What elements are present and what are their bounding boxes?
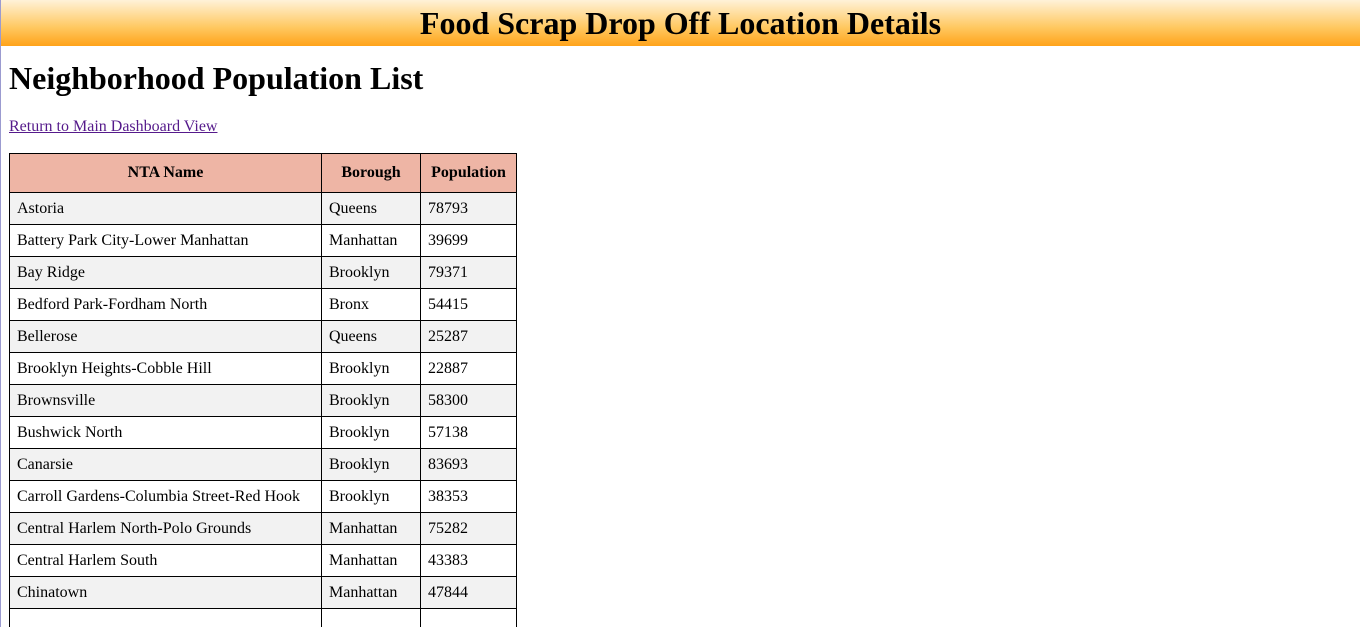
column-header-population[interactable]: Population [420,153,517,193]
table-body: Astoria Queens 78793 Battery Park City-Lowe… [9,192,517,627]
population-cell: 54415 [420,288,517,321]
borough-cell: Manhattan [321,576,421,609]
borough-cell: Manhattan [321,224,421,257]
table-row: Brownsville Brooklyn 58300 [9,384,517,417]
borough-cell: Queens [321,320,421,353]
nta-name-cell: Central Harlem North-Polo Grounds [9,512,322,545]
borough-cell: Manhattan [321,512,421,545]
table-row: Bay Ridge Brooklyn 79371 [9,256,517,289]
nta-name-cell: Carroll Gardens-Columbia Street-Red Hook [9,480,322,513]
nta-name-cell: Bellerose [9,320,322,353]
header-banner: Food Scrap Drop Off Location Details [1,0,1360,46]
population-cell: 79371 [420,256,517,289]
table-row: Astoria Queens 78793 [9,192,517,225]
population-cell: 83693 [420,448,517,481]
nta-name-cell: Brooklyn Heights-Cobble Hill [9,352,322,385]
return-dashboard-link[interactable]: Return to Main Dashboard View [9,118,218,135]
population-table: NTA Name Borough Population Astoria Queen… [9,153,517,627]
table-row: Bedford Park-Fordham North Bronx 54415 [9,288,517,321]
nta-name-cell: Canarsie [9,448,322,481]
table-header-row: NTA Name Borough Population [9,153,517,193]
population-cell: 39699 [420,224,517,257]
population-cell: 57138 [420,416,517,449]
nta-name-cell: Bushwick North [9,416,322,449]
population-cell: 75282 [420,512,517,545]
table-row: Bushwick North Brooklyn 57138 [9,416,517,449]
table-row [9,608,517,627]
table-row: Central Harlem North-Polo Grounds Manhatt… [9,512,517,545]
borough-cell: Manhattan [321,544,421,577]
nta-name-cell: Astoria [9,192,322,225]
borough-cell: Brooklyn [321,416,421,449]
nta-name-cell: Central Harlem South [9,544,322,577]
table-row: Chinatown Manhattan 47844 [9,576,517,609]
nta-name-cell: Battery Park City-Lower Manhattan [9,224,322,257]
population-cell: 25287 [420,320,517,353]
table-row: Carroll Gardens-Columbia Street-Red Hook… [9,480,517,513]
table-row: Central Harlem South Manhattan 43383 [9,544,517,577]
column-header-nta-name[interactable]: NTA Name [9,153,322,193]
borough-cell: Brooklyn [321,384,421,417]
population-cell: 58300 [420,384,517,417]
banner-title: Food Scrap Drop Off Location Details [419,5,942,41]
nta-name-cell [9,608,322,627]
page-title: Neighborhood Population List [9,60,424,96]
borough-cell: Bronx [321,288,421,321]
population-cell: 78793 [420,192,517,225]
borough-cell: Brooklyn [321,448,421,481]
borough-cell [321,608,421,627]
population-cell: 38353 [420,480,517,513]
nta-name-cell: Bedford Park-Fordham North [9,288,322,321]
borough-cell: Brooklyn [321,480,421,513]
borough-cell: Queens [321,192,421,225]
population-cell: 47844 [420,576,517,609]
borough-cell: Brooklyn [321,256,421,289]
table-row: Canarsie Brooklyn 83693 [9,448,517,481]
column-header-borough[interactable]: Borough [321,153,421,193]
table-row: Battery Park City-Lower Manhattan Manhatt… [9,224,517,257]
population-cell [420,608,517,627]
table-row: Brooklyn Heights-Cobble Hill Brooklyn 2288… [9,352,517,385]
table-row: Bellerose Queens 25287 [9,320,517,353]
population-cell: 43383 [420,544,517,577]
borough-cell: Brooklyn [321,352,421,385]
nta-name-cell: Bay Ridge [9,256,322,289]
population-cell: 22887 [420,352,517,385]
nta-name-cell: Brownsville [9,384,322,417]
nta-name-cell: Chinatown [9,576,322,609]
